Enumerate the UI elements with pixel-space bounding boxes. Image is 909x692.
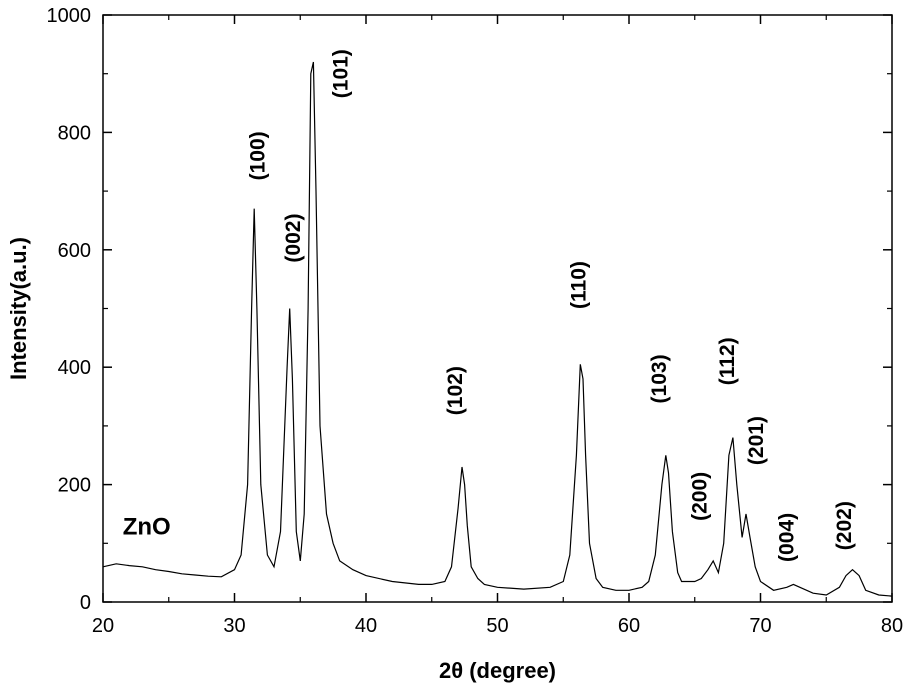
peak-label: (103) [648, 354, 671, 403]
peak-label: (112) [716, 337, 739, 385]
x-axis-label: 2θ (degree) [439, 658, 556, 683]
y-tick-label: 600 [58, 240, 91, 262]
peak-label: (110) [568, 261, 591, 309]
y-tick-label: 200 [58, 475, 91, 497]
peak-label: (200) [689, 472, 712, 521]
peak-label: (102) [444, 366, 467, 415]
peak-labels: (100) (002) (101) (102) (110) (103) (200) (112)… [247, 49, 856, 562]
y-tick-label: 400 [58, 357, 91, 379]
x-tick-label: 60 [618, 615, 640, 637]
peak-label: (100) [247, 131, 270, 180]
y-tick-label: 0 [80, 592, 91, 614]
y-tick-label: 1000 [47, 5, 92, 27]
y-tick-label: 800 [58, 122, 91, 144]
peak-label: (002) [282, 214, 305, 263]
peak-label: (202) [833, 501, 856, 550]
x-tick-label: 50 [486, 615, 508, 637]
x-tick-label: 30 [223, 615, 245, 637]
sample-label: ZnO [123, 513, 171, 540]
x-tick-label: 80 [881, 615, 903, 637]
plot-frame [103, 15, 892, 602]
x-tick-label: 40 [355, 615, 377, 637]
x-tick-label: 70 [749, 615, 771, 637]
axis-ticks [103, 15, 892, 602]
peak-label: (101) [330, 49, 353, 98]
y-axis-label: Intensity(a.u.) [6, 237, 31, 380]
x-tick-label: 20 [92, 615, 114, 637]
series-line [103, 62, 892, 596]
annotations: ZnO [123, 513, 171, 540]
peak-label: (201) [745, 416, 768, 465]
peak-label: (004) [775, 513, 798, 562]
